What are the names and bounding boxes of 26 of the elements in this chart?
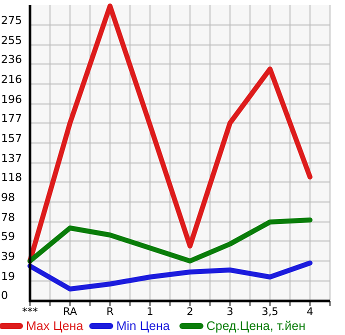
y-tick-label: 59: [1, 230, 15, 243]
x-tick-label: 1: [146, 306, 154, 318]
y-tick-label: 157: [1, 132, 22, 145]
x-tick-label: RA: [62, 306, 78, 318]
y-tick-label: 78: [1, 210, 15, 224]
y-tick-label: 177: [1, 112, 22, 125]
y-tick-label: 196: [1, 92, 22, 106]
legend-label: Сред.Цена, т.йен: [206, 319, 306, 333]
y-tick-label: 236: [1, 52, 22, 66]
y-tick-label: 137: [1, 152, 22, 165]
x-tick-label: 4: [306, 306, 314, 318]
x-tick-label: ***: [22, 306, 38, 318]
x-tick-label: 2: [186, 306, 194, 318]
y-tick-label: 39: [1, 250, 15, 263]
legend-label: Max Цена: [26, 319, 84, 333]
y-tick-label: 0: [1, 288, 8, 302]
x-tick-label: 3: [226, 306, 234, 318]
legend-label: Min Цена: [116, 319, 170, 333]
y-tick-label: 216: [1, 72, 22, 86]
y-tick-label: 19: [1, 270, 15, 283]
y-tick-label: 275: [1, 14, 22, 27]
y-tick-label: 118: [1, 170, 22, 184]
x-tick-label: 3,5: [262, 306, 278, 318]
x-tick-label: R: [106, 306, 114, 318]
y-tick-label: 98: [1, 190, 15, 204]
y-tick-label: 255: [1, 34, 22, 47]
